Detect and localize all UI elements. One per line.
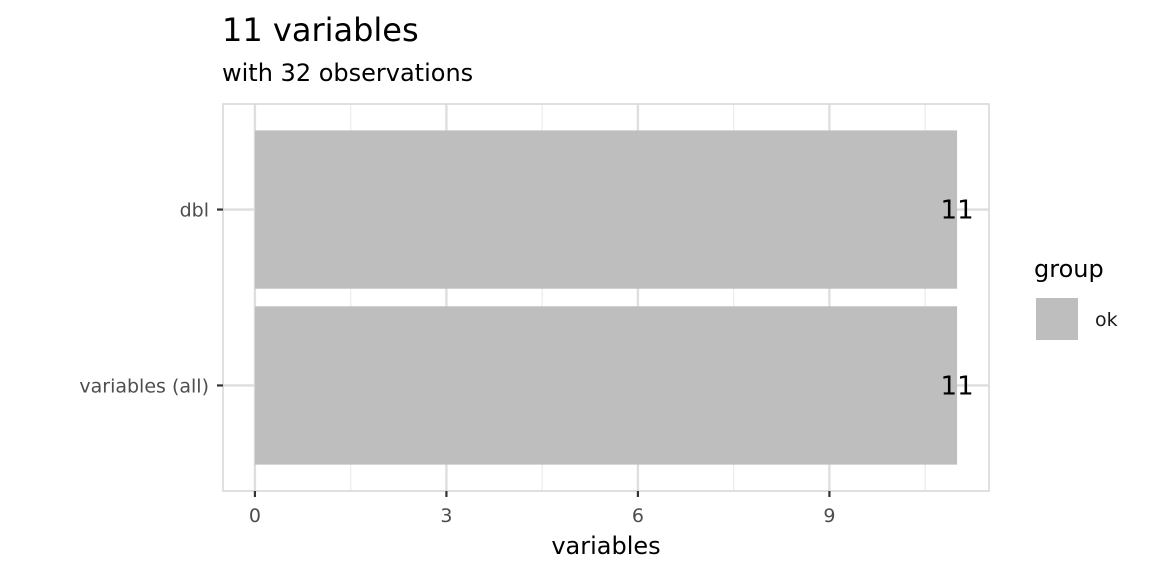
legend-label-ok: ok: [1095, 309, 1118, 331]
chart-subtitle: with 32 observations: [222, 59, 473, 87]
x-axis-title: variables: [551, 532, 660, 560]
legend-key-ok: [1036, 298, 1078, 340]
bar: [254, 306, 958, 465]
panel-border: [222, 103, 990, 492]
y-tick-label: dbl: [180, 200, 209, 222]
data-label: 11: [941, 196, 974, 226]
x-tick-label: 9: [823, 505, 835, 527]
legend: group ok: [1034, 255, 1118, 340]
x-tick-label: 0: [249, 505, 261, 527]
legend-title: group: [1034, 255, 1104, 283]
bar: [254, 130, 958, 289]
x-tick-label: 6: [632, 505, 644, 527]
y-tick-label: variables (all): [79, 375, 209, 397]
chart-title: 11 variables: [222, 11, 419, 49]
plot-area: 11 11 variables (all) dbl 0 3 6 9: [79, 103, 990, 527]
x-tick-label: 3: [440, 505, 452, 527]
data-label: 11: [941, 371, 974, 401]
